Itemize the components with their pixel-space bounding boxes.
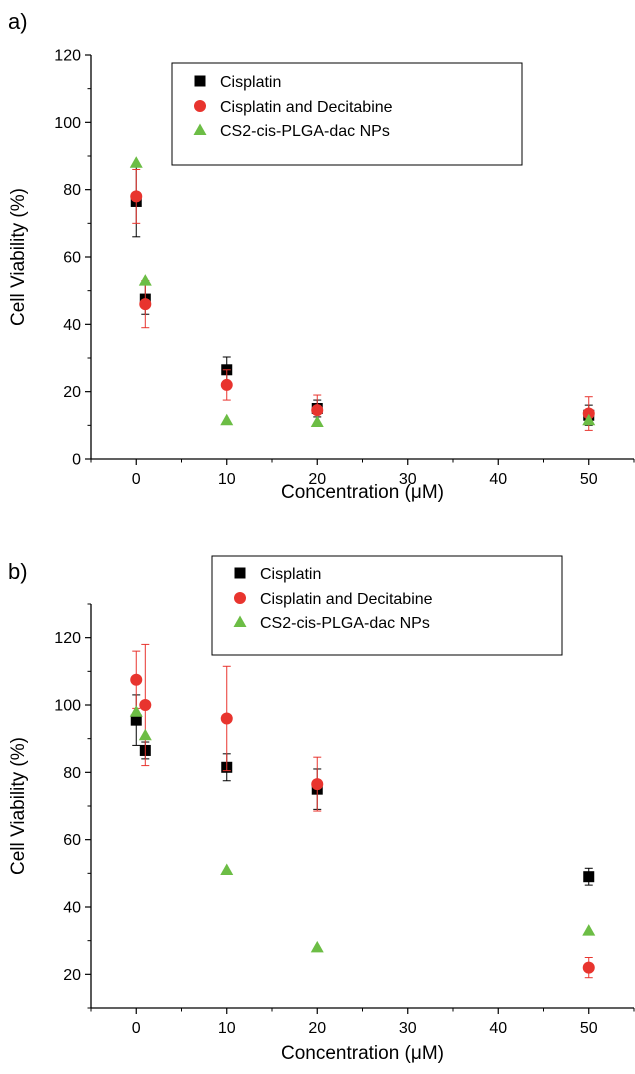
x-tick-label: 20: [308, 1020, 326, 1037]
y-tick-label: 60: [63, 832, 81, 849]
data-point: [138, 274, 152, 286]
series-circle: [130, 168, 595, 431]
legend-marker-square: [194, 75, 206, 87]
x-tick-label: 30: [399, 471, 417, 488]
data-point: [310, 415, 324, 427]
x-tick-label: 10: [218, 471, 236, 488]
data-point: [130, 714, 142, 726]
chart-panel-b: b) 20 40 60 80 100 120 0 10 20 30 40 50 Concentration…: [8, 555, 635, 1064]
data-point: [139, 699, 152, 711]
y-tick-label: 120: [54, 630, 81, 647]
legend-marker-square: [234, 567, 246, 579]
data-point: [582, 407, 595, 420]
data-point: [139, 298, 152, 311]
legend-marker-triangle: [193, 123, 207, 135]
data-point: [130, 190, 143, 203]
data-point: [310, 940, 324, 953]
data-point: [220, 378, 233, 391]
data-point: [220, 413, 234, 426]
x-tick-label: 30: [399, 1020, 417, 1037]
data-point: [582, 924, 596, 936]
data-point: [138, 728, 152, 741]
data-point: [582, 413, 596, 426]
y-tick-label: 120: [54, 48, 81, 65]
y-tick-label: 0: [72, 452, 81, 469]
legend-label: CS2-cis-PLGA-dac NPs: [220, 123, 390, 140]
y-tick-label: 80: [63, 182, 81, 199]
series-square: [130, 694, 595, 886]
legend-label: CS2-cis-PLGA-dac NPs: [260, 615, 430, 632]
x-tick-label: 10: [218, 1020, 236, 1037]
legend: Cisplatin Cisplatin and Decitabine CS2-cis…: [211, 555, 563, 656]
data-point: [129, 705, 143, 717]
x-tick-label: 20: [308, 471, 326, 488]
x-tick-label: 40: [489, 1020, 507, 1037]
x-axis-title: Concentration (μM): [281, 482, 444, 503]
legend-label: Cisplatin and Decitabine: [220, 99, 393, 116]
x-tick-label: 0: [132, 1020, 141, 1037]
legend-marker-triangle: [233, 615, 247, 627]
y-tick-label: 20: [63, 967, 81, 984]
data-point: [129, 156, 143, 168]
data-point: [311, 404, 324, 417]
panel-label: b): [8, 559, 28, 584]
legend: Cisplatin Cisplatin and Decitabine CS2-cis…: [171, 62, 523, 166]
series-circle: [130, 643, 595, 979]
chart-panel-a: a) 0 20 40 60 80 100 120 0 10 20 30 40 50 Concentratio…: [8, 9, 635, 503]
x-axis-title: Concentration (μM): [281, 1043, 444, 1064]
y-tick-label: 100: [54, 115, 81, 132]
legend-label: Cisplatin: [220, 74, 281, 91]
legend-box: [171, 62, 523, 166]
y-axis-title: Cell Viability (%): [8, 188, 29, 326]
y-tick-label: 60: [63, 250, 81, 267]
series-square: [130, 165, 595, 426]
data-point: [311, 778, 324, 791]
y-tick-label: 20: [63, 384, 81, 401]
series-triangle: [129, 705, 596, 953]
data-point: [220, 863, 234, 875]
data-point: [130, 673, 143, 686]
panel-label: a): [8, 9, 28, 34]
y-axis-title: Cell Viability (%): [8, 737, 29, 875]
legend-marker-circle: [234, 592, 246, 604]
legend-marker-circle: [194, 100, 206, 112]
y-tick-label: 100: [54, 698, 81, 715]
y-tick-label: 80: [63, 765, 81, 782]
legend-box: [211, 555, 563, 656]
y-tick-label: 40: [63, 317, 81, 334]
x-tick-label: 0: [132, 471, 141, 488]
data-point: [220, 712, 233, 725]
x-tick-label: 50: [580, 1020, 598, 1037]
series-triangle: [129, 156, 596, 427]
legend-label: Cisplatin: [260, 566, 321, 583]
x-tick-label: 40: [489, 471, 507, 488]
data-point: [583, 871, 595, 883]
y-tick-label: 40: [63, 900, 81, 917]
x-tick-label: 50: [580, 471, 598, 488]
data-point: [582, 961, 595, 974]
legend-label: Cisplatin and Decitabine: [260, 591, 433, 608]
